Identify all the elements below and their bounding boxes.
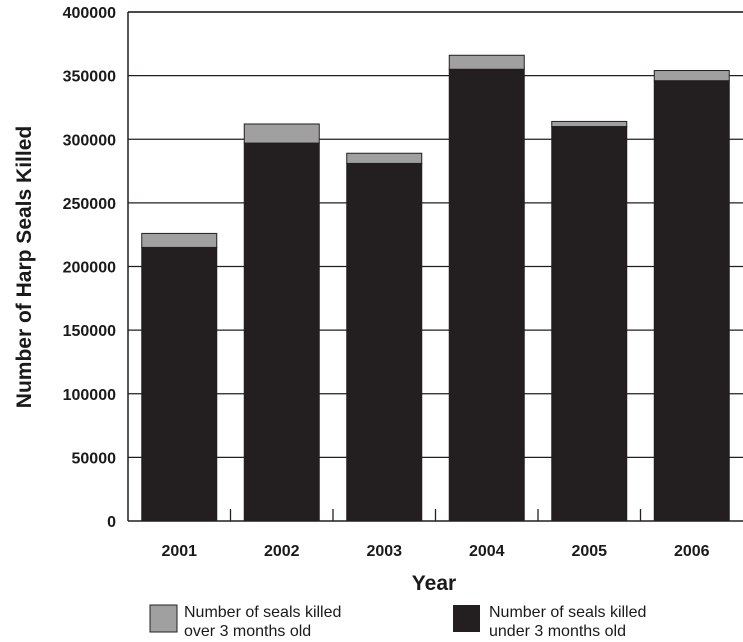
x-tick-label: 2004 xyxy=(469,543,505,560)
legend-label-over-3-months-line2: over 3 months old xyxy=(184,623,311,640)
legend-swatch-over-3-months xyxy=(149,604,178,633)
bar-over-3-months xyxy=(448,54,525,70)
x-tick-label: 2002 xyxy=(264,543,300,560)
bar-under-3-months xyxy=(141,246,218,522)
bar-under-3-months xyxy=(653,80,730,522)
y-tick-label: 250000 xyxy=(63,196,116,213)
legend-label-under-3-months-line2: under 3 months old xyxy=(489,623,626,640)
bar-over-3-months xyxy=(551,120,628,128)
bar-under-3-months xyxy=(448,68,525,522)
x-tick-label: 2001 xyxy=(161,543,197,560)
bar-over-3-months xyxy=(346,152,423,164)
bar-over-3-months xyxy=(653,70,730,82)
y-tick-label: 350000 xyxy=(63,69,116,86)
gridlines xyxy=(128,11,743,459)
bar-under-3-months xyxy=(346,162,423,522)
x-tick-labels: 2001 2002 2003 2004 2005 2006 xyxy=(161,543,709,560)
y-axis-title: Number of Harp Seals Killed xyxy=(13,126,36,408)
legend-label-over-3-months: Number of seals killed xyxy=(184,604,341,621)
y-tick-label: 50000 xyxy=(72,450,117,467)
bar-under-3-months xyxy=(243,142,320,522)
y-tick-labels: 0 50000 100000 150000 200000 250000 300000 3500… xyxy=(63,5,116,531)
legend-label-under-3-months: Number of seals killed xyxy=(489,604,646,621)
bars xyxy=(141,54,730,522)
y-tick-label: 0 xyxy=(107,514,116,531)
bar-over-3-months xyxy=(243,123,320,144)
y-tick-label: 400000 xyxy=(63,5,116,22)
y-tick-label: 150000 xyxy=(63,323,116,340)
x-tick-label: 2006 xyxy=(674,543,710,560)
legend: Number of seals killed over 3 months old… xyxy=(149,604,646,640)
axes xyxy=(127,11,743,522)
x-axis-title: Year xyxy=(412,572,456,595)
y-tick-label: 100000 xyxy=(63,387,116,404)
bar-over-3-months xyxy=(141,232,218,248)
x-tick-label: 2003 xyxy=(366,543,402,560)
y-tick-label: 200000 xyxy=(63,260,116,277)
x-tick-label: 2005 xyxy=(571,543,607,560)
bar-under-3-months xyxy=(551,126,628,522)
legend-swatch-under-3-months xyxy=(453,605,480,632)
y-tick-label: 300000 xyxy=(63,132,116,149)
